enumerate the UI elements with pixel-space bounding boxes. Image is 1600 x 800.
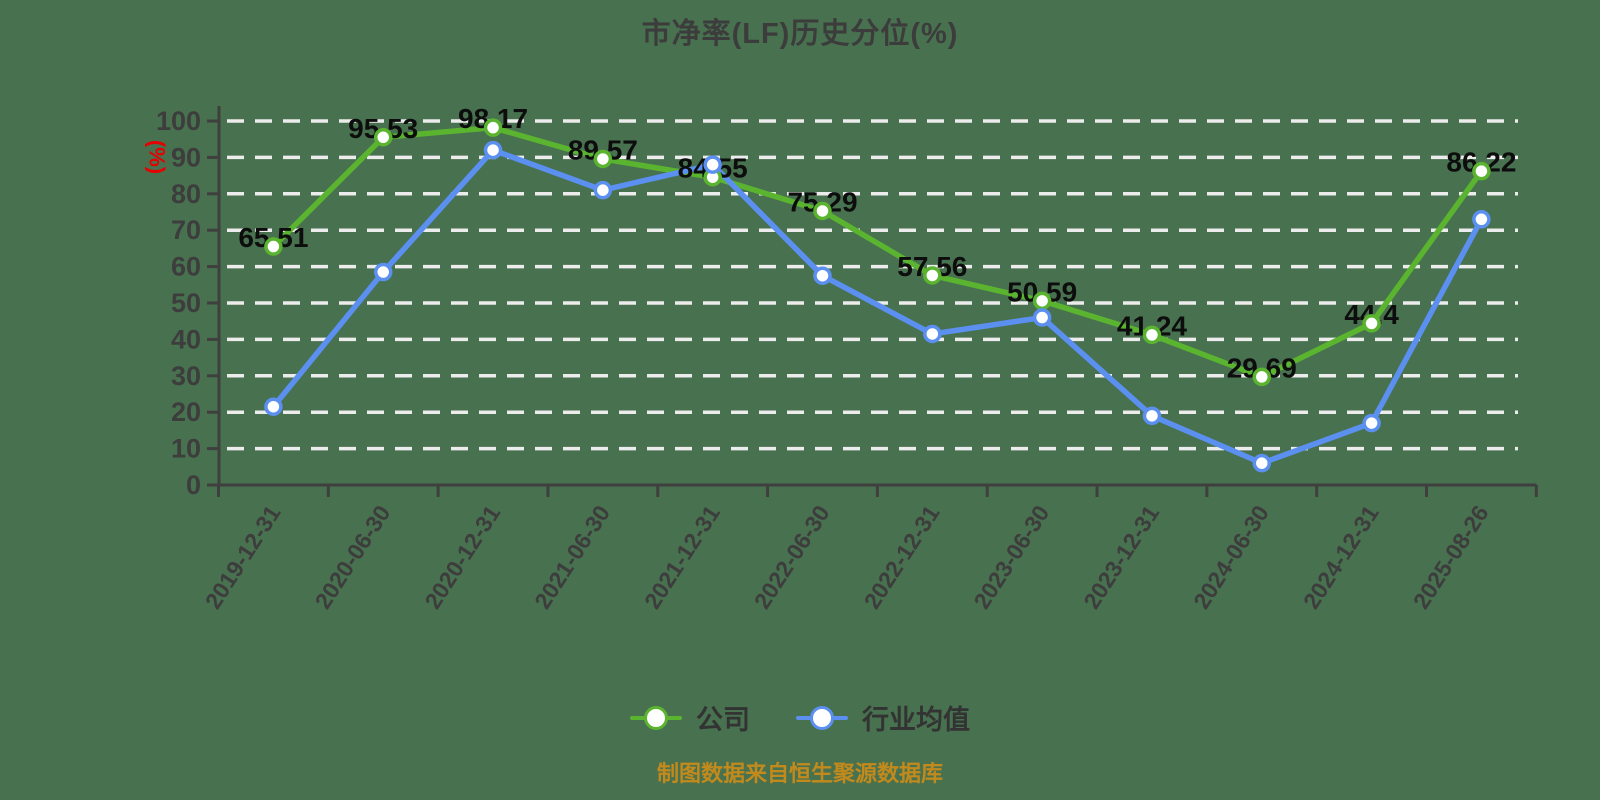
industry-point-marker [593, 180, 613, 200]
company-point-marker [483, 118, 503, 137]
chart-legend: 公司 行业均值 [0, 698, 1600, 737]
company-point-marker [1362, 314, 1381, 333]
y-tick-label: 30 [171, 361, 201, 391]
legend-item-company[interactable]: 公司 [630, 698, 750, 737]
legend-label-industry: 行业均值 [862, 705, 970, 735]
industry-series-line [270, 147, 1485, 466]
industry-point-marker [483, 140, 503, 160]
company-point-marker [1472, 161, 1491, 181]
x-category-label: 2024-06-30 [1188, 501, 1274, 614]
x-category-label: 2023-06-30 [968, 501, 1054, 614]
industry-point-marker [1362, 413, 1381, 433]
y-tick-label: 90 [171, 142, 201, 172]
y-tick-label: 100 [156, 106, 201, 136]
company-point-marker [373, 128, 393, 147]
x-category-label: 2024-12-31 [1298, 500, 1384, 613]
industry-series-marker-icon [796, 705, 848, 731]
y-tick-label: 80 [171, 179, 201, 209]
industry-point-marker [703, 155, 722, 174]
company-series-marker-icon [630, 705, 682, 731]
company-point-marker [813, 201, 832, 221]
x-category-label: 2020-06-30 [310, 501, 396, 614]
company-point-marker [593, 149, 613, 169]
x-category-label: 2021-06-30 [529, 501, 615, 614]
company-series-line [270, 124, 1485, 380]
y-axis-name: (%) [145, 140, 170, 174]
industry-dot-swatch [810, 705, 834, 730]
company-point-marker [264, 237, 283, 256]
chart-title: 市净率(LF)历史分位(%) [641, 18, 959, 50]
x-category-label: 2022-12-31 [859, 500, 945, 613]
industry-point-marker [1032, 308, 1052, 327]
x-category-label: 2025-08-26 [1408, 501, 1494, 614]
x-category-label: 2021-12-31 [639, 500, 725, 613]
y-tick-label: 40 [171, 324, 201, 354]
industry-point-marker [923, 324, 942, 344]
industry-point-marker [1252, 453, 1272, 473]
company-dot-swatch [644, 705, 668, 730]
y-tick-label: 10 [171, 434, 201, 464]
y-tick-label: 0 [186, 470, 201, 500]
x-category-label: 2022-06-30 [749, 501, 835, 614]
company-point-marker [1252, 367, 1272, 387]
y-tick-label: 70 [171, 215, 201, 245]
x-category-label: 2019-12-31 [200, 500, 286, 613]
industry-point-marker [1472, 210, 1491, 229]
data-source-footer: 制图数据来自恒生聚源数据库 [656, 761, 943, 786]
industry-point-marker [1142, 406, 1162, 426]
legend-item-industry[interactable]: 行业均值 [796, 698, 970, 737]
x-category-label: 2020-12-31 [419, 500, 505, 613]
x-category-label: 2023-12-31 [1078, 500, 1164, 613]
y-tick-label: 20 [171, 397, 201, 427]
industry-point-marker [373, 262, 393, 282]
company-point-marker [1142, 325, 1162, 345]
company-point-marker [1032, 291, 1052, 311]
y-tick-label: 60 [171, 252, 201, 282]
legend-label-company: 公司 [696, 705, 750, 735]
company-point-marker [923, 266, 942, 285]
industry-point-marker [264, 397, 283, 416]
y-tick-label: 50 [171, 288, 201, 318]
industry-point-marker [813, 266, 832, 285]
